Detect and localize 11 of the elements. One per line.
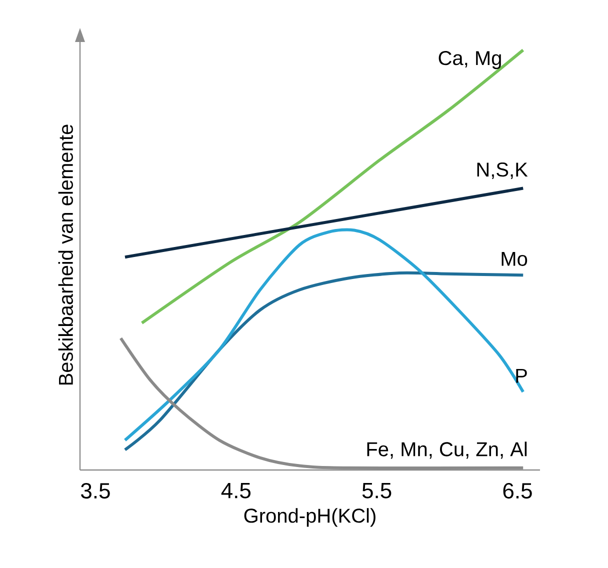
x-tick-label: 3.5 bbox=[81, 482, 110, 499]
x-axis-title: Grond-pH(KCl) bbox=[244, 508, 376, 527]
series-label: Fe, Mn, Cu, Zn, Al bbox=[367, 442, 527, 459]
x-tick-label: 5.5 bbox=[362, 483, 392, 498]
series-label: P bbox=[516, 368, 527, 383]
series-label: N,S,K bbox=[477, 162, 528, 180]
x-tick-label: 4.5 bbox=[221, 483, 251, 498]
x-tick-label: 6.5 bbox=[503, 482, 532, 499]
series-label: Ca, Mg bbox=[438, 51, 501, 70]
y-axis-title: Beskikbaarheid van elemente bbox=[58, 124, 73, 385]
series-label: Mo bbox=[502, 252, 528, 266]
